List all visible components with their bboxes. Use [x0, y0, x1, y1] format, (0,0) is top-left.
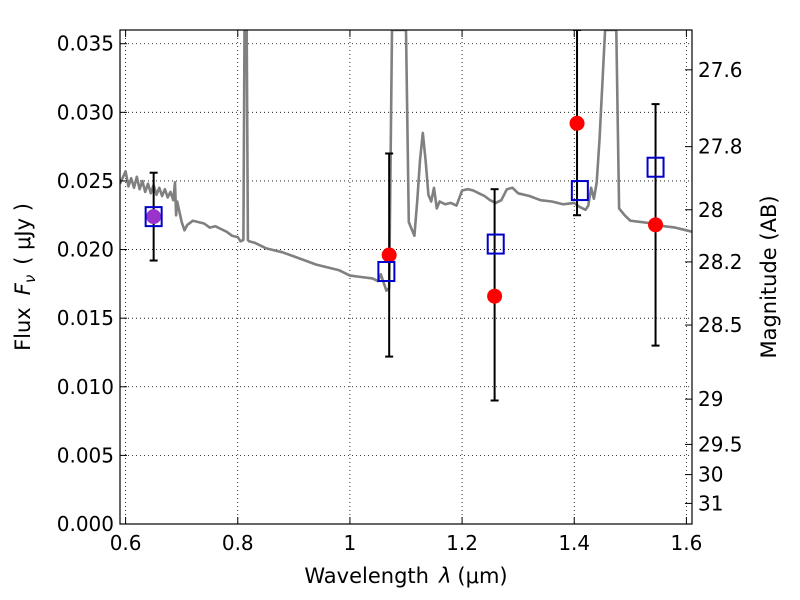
y-tick-label: 0.035 — [57, 32, 114, 56]
x-tick-label: 0.6 — [110, 531, 142, 555]
model-band-point — [570, 180, 589, 202]
x-tick-label: 1 — [344, 531, 357, 555]
y-tick-label: 0.025 — [57, 169, 114, 193]
x-tick-label: 1.2 — [446, 531, 478, 555]
y-axis-label: Flux — [11, 307, 35, 351]
observed-point — [381, 247, 397, 263]
observed-point — [146, 209, 162, 225]
y-tick-label: 0.010 — [57, 375, 114, 399]
y-axis-subscript: ν — [21, 275, 39, 283]
observed-point — [487, 288, 503, 304]
x-tick-label: 1.4 — [558, 531, 590, 555]
y-tick-label: 0.020 — [57, 238, 114, 262]
observed-point — [569, 115, 585, 131]
y2-axis-title: Magnitude (AB) — [757, 195, 781, 358]
y-axis-symbol: F — [11, 282, 35, 295]
model-band-point — [144, 206, 163, 228]
y2-tick-label: 28 — [698, 198, 723, 222]
y2-tick-label: 27.6 — [698, 58, 743, 82]
axes: 0.6 0.8 1 1.2 1.4 1.6 0.000 0.005 0.010 0.015 0.02… — [57, 30, 743, 555]
x-tick-label: 0.8 — [222, 531, 254, 555]
x-axis-unit: (μm) — [457, 564, 507, 588]
model-band-point — [646, 156, 665, 178]
y-tick-label: 0.015 — [57, 306, 114, 330]
y-tick-label: 0.030 — [57, 100, 114, 124]
x-axis-symbol: λ — [438, 564, 451, 588]
y2-tick-label: 29.5 — [698, 432, 743, 456]
y-tick-label: 0.005 — [57, 443, 114, 467]
x-axis-label: Wavelength — [304, 564, 429, 588]
spectrum-line — [120, 30, 692, 293]
y2-tick-label: 31 — [698, 491, 723, 515]
plot-frame — [119, 29, 693, 525]
x-axis-title: Wavelength λ (μm) — [304, 564, 507, 588]
y-axis-title: Flux Fν ( μJy ) — [11, 203, 39, 351]
y2-tick-label: 30 — [698, 463, 723, 487]
y-axis-unit: ( μJy ) — [11, 203, 35, 265]
y-tick-label: 0.000 — [57, 512, 114, 536]
model-band-point — [486, 233, 505, 255]
model-band-point — [377, 261, 396, 283]
x-tick-label: 1.6 — [670, 531, 702, 555]
y2-tick-label: 27.8 — [698, 135, 743, 159]
y2-tick-label: 29 — [698, 387, 723, 411]
plot-area — [120, 30, 692, 402]
y2-tick-label: 28.2 — [698, 250, 743, 274]
observed-point — [648, 217, 664, 233]
y2-tick-label: 28.5 — [698, 313, 743, 337]
